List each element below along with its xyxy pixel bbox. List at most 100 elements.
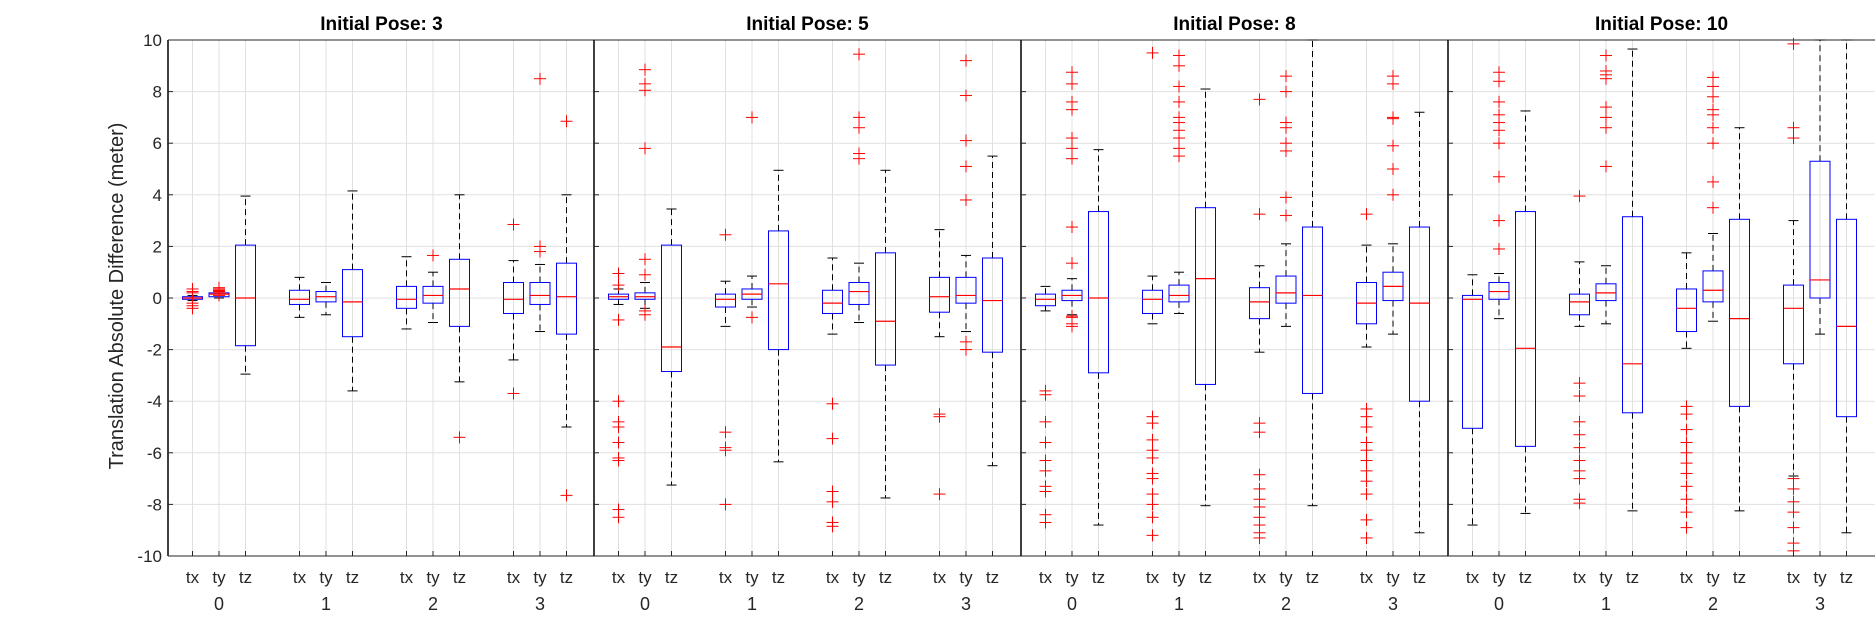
outlier-point xyxy=(853,152,865,165)
y-tick-label: 4 xyxy=(153,186,162,205)
outlier-point xyxy=(1493,95,1505,108)
box-ty: ty xyxy=(1488,66,1510,587)
outlier-point xyxy=(1280,85,1292,98)
x-tick-label: ty xyxy=(638,568,652,587)
box-group: tx ty tz 1 xyxy=(1142,46,1216,614)
outlier-point xyxy=(612,395,625,408)
x-tick-label: tx xyxy=(400,568,414,587)
group-label: 2 xyxy=(428,594,438,614)
outlier-point xyxy=(1680,446,1693,459)
outlier-point xyxy=(1600,111,1612,124)
box-iqr xyxy=(1302,226,1323,394)
outlier-point xyxy=(1360,410,1373,423)
outlier-point xyxy=(746,111,758,124)
box-iqr xyxy=(1168,284,1190,303)
outlier-point xyxy=(1066,257,1078,270)
box-group: tx ty tz 0 xyxy=(608,63,682,614)
outlier-point xyxy=(639,268,651,281)
group-label: 3 xyxy=(1388,594,1398,614)
y-axis: Translation Absolute Difference (meter) … xyxy=(106,31,162,566)
x-tick-label: ty xyxy=(1813,568,1827,587)
outlier-point xyxy=(213,289,225,302)
box-tx: tx xyxy=(1676,252,1697,587)
box-group: tx ty tz 0 xyxy=(182,195,256,614)
box-tz: tz xyxy=(449,194,470,587)
box-tx: tx xyxy=(822,257,843,587)
box-iqr xyxy=(1783,284,1804,365)
box-tx: tx xyxy=(1142,46,1163,587)
box-tz: tz xyxy=(1409,111,1430,587)
outlier-point xyxy=(1707,175,1719,188)
outlier-point xyxy=(719,498,732,511)
outlier-point xyxy=(719,426,732,439)
outlier-point xyxy=(1787,132,1800,145)
group-label: 3 xyxy=(961,594,971,614)
outlier-point xyxy=(1707,201,1719,214)
box-ty: ty xyxy=(955,54,977,587)
x-tick-label: tz xyxy=(665,568,678,587)
x-tick-label: tz xyxy=(1519,568,1532,587)
outlier-point xyxy=(960,89,972,102)
outlier-point xyxy=(826,495,839,508)
y-tick-label: 10 xyxy=(143,31,162,50)
box-ty: ty xyxy=(1382,70,1404,587)
box-ty: ty xyxy=(848,48,870,587)
outlier-point xyxy=(534,72,546,85)
box-tx: tx xyxy=(1569,190,1590,587)
outlier-point xyxy=(1680,480,1693,493)
x-tick-label: tx xyxy=(1787,568,1801,587)
outlier-point xyxy=(826,485,839,498)
outlier-point xyxy=(1146,46,1159,59)
outlier-point xyxy=(960,193,972,206)
box-tz: tz xyxy=(1729,127,1750,587)
group-label: 3 xyxy=(535,594,545,614)
outlier-point xyxy=(1146,417,1159,430)
box-tz: tz xyxy=(661,208,682,587)
box-tz: tz xyxy=(768,169,789,587)
box-iqr xyxy=(1595,283,1617,302)
group-label: 1 xyxy=(1601,594,1611,614)
group-label: 0 xyxy=(640,594,650,614)
outlier-point xyxy=(612,313,625,326)
box-tz: tz xyxy=(556,115,577,587)
box-tx: tx xyxy=(396,256,417,587)
box-tx: tx xyxy=(1249,93,1270,587)
outlier-point xyxy=(1173,59,1185,72)
outlier-point xyxy=(1066,66,1078,79)
outlier-point xyxy=(826,397,839,410)
outlier-point xyxy=(933,488,946,501)
box-iqr xyxy=(1729,218,1750,407)
box-group: tx ty tz 1 xyxy=(289,190,363,614)
outlier-point xyxy=(1360,444,1373,457)
outlier-point xyxy=(453,431,466,444)
outlier-point xyxy=(1387,112,1399,125)
box-iqr xyxy=(848,282,870,305)
grid xyxy=(1021,39,1448,557)
outlier-point xyxy=(1360,531,1373,544)
box-group: tx ty tz 0 xyxy=(1035,66,1109,614)
outlier-point xyxy=(639,84,651,97)
box-ty: ty xyxy=(1595,49,1617,587)
x-tick-label: tx xyxy=(933,568,947,587)
outlier-point xyxy=(933,410,946,423)
box-ty: ty xyxy=(1809,39,1831,587)
group-label: 2 xyxy=(1708,594,1718,614)
x-tick-label: tz xyxy=(1092,568,1105,587)
outlier-point xyxy=(853,48,865,61)
outlier-point xyxy=(1173,95,1185,108)
outlier-point xyxy=(1066,221,1078,234)
box-group: tx ty tz 3 xyxy=(1783,37,1857,614)
outlier-point xyxy=(612,279,625,292)
outlier-point xyxy=(853,121,865,134)
x-tick-label: tz xyxy=(772,568,785,587)
x-tick-label: tx xyxy=(507,568,521,587)
grid xyxy=(594,39,1021,557)
outlier-point xyxy=(1707,80,1719,93)
outlier-point xyxy=(1173,150,1185,163)
outlier-point xyxy=(1680,408,1693,421)
outlier-point xyxy=(1039,436,1052,449)
outlier-point xyxy=(1600,160,1612,173)
